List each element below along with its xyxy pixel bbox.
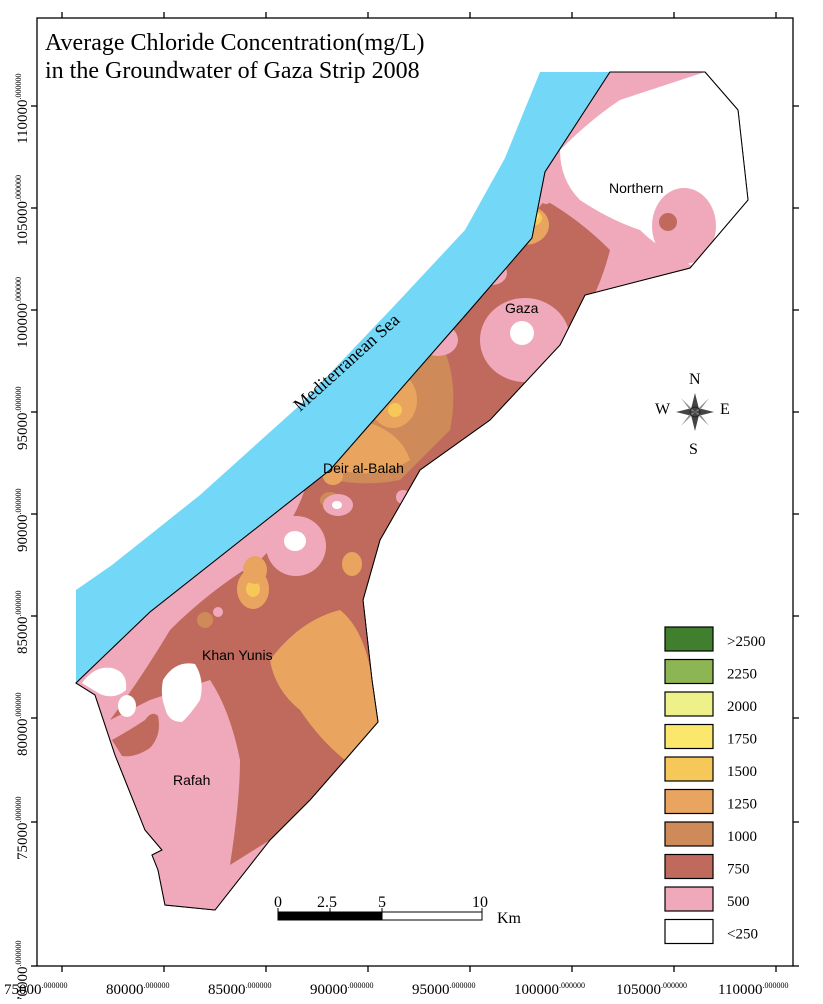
y-tick-label: 85000.000000 [14,591,31,655]
label-deir-al-balah: Deir al-Balah [323,460,404,476]
legend: >2500 2250 2000 1750 1500 1250 1000 750 500 <250 [664,626,765,945]
x-tick-label: 105000.000000 [616,981,687,998]
compass-w: W [655,401,671,418]
y-tick-label: 70000.000000 [14,941,31,1000]
x-tick-label: 80000.000000 [106,981,170,998]
zone-under-250-rafah-c [161,663,202,722]
label-rafah: Rafah [173,772,210,788]
legend-label: 750 [727,862,750,878]
y-tick-label: 80000.000000 [14,693,31,757]
scale-unit: Km [497,910,522,927]
y-axis-ticks: 70000.000000 75000.000000 80000.000000 8500… [14,74,799,1004]
legend-label: 1250 [727,797,757,813]
zone-under-250-island-b [332,501,342,509]
legend-swatch [664,886,714,912]
legend-swatch [664,918,714,945]
zone-750-rafah [112,713,159,757]
legend-label: 500 [727,894,750,910]
zone-500-island-g [213,607,223,617]
legend-label: 2000 [727,699,757,715]
y-tick-label: 100000.000000 [14,277,31,348]
legend-label: 1500 [727,764,757,780]
x-axis-ticks: 75000.000000 80000.000000 85000.000000 9000… [4,12,788,998]
label-khan-yunis: Khan Yunis [202,647,273,663]
zone-500-northern-blob [652,188,716,264]
zone-under-250-rafah-a [82,667,127,697]
legend-swatch [664,756,714,782]
label-gaza: Gaza [505,300,539,316]
y-tick-label: 95000.000000 [14,387,31,451]
legend-swatch [664,626,714,652]
compass-s: S [689,441,698,458]
compass-rose-icon [676,393,714,431]
zone-under-250-gaza [510,321,534,345]
map-title-line2: in the Groundwater of Gaza Strip 2008 [45,58,420,84]
scale-label-0: 0 [274,894,282,911]
mediterranean-sea [76,72,610,683]
x-tick-label: 95000.000000 [412,981,476,998]
scale-bar [277,908,483,921]
gaza-strip-border [75,71,749,911]
map-title-line1: Average Chloride Concentration(mg/L) [45,30,424,56]
x-tick-label: 110000.000000 [718,981,788,998]
x-tick-label: 90000.000000 [310,981,374,998]
label-northern: Northern [609,180,663,196]
zone-1250-blob-e [342,552,362,576]
x-tick-label: 75000.000000 [4,981,68,998]
scale-label-5: 5 [378,894,386,911]
zone-1500-spot-a [388,403,402,417]
legend-label: <250 [727,927,758,943]
legend-swatch [664,658,714,685]
scale-label-2-5: 2.5 [317,894,337,911]
y-tick-label: 75000.000000 [14,797,31,861]
legend-swatch [664,691,714,717]
x-tick-label: 100000.000000 [514,981,585,998]
zone-750-northern-spot [659,213,677,231]
zone-1500-spot-b [246,581,260,597]
zone-1250-blob-d [243,556,267,584]
y-tick-label: 105000.000000 [14,175,31,246]
x-tick-label: 85000.000000 [208,981,272,998]
compass-n: N [689,371,701,388]
legend-label: 1750 [727,732,757,748]
compass-e: E [720,401,730,418]
zone-1250-south [270,610,378,760]
scale-label-10: 10 [472,894,488,911]
zone-under-250-rafah-b [118,695,136,717]
legend-swatch [664,788,714,815]
zone-1000-blob-b [197,612,213,628]
zone-under-250-island-a [284,531,306,551]
y-tick-label: 90000.000000 [14,489,31,553]
zone-750-main [110,200,610,865]
legend-label: >2500 [727,634,765,650]
y-tick-label: 110000.000000 [14,74,31,144]
legend-label: 2250 [727,667,757,683]
legend-label: 1000 [727,829,757,845]
legend-swatch [664,723,714,750]
legend-swatch [664,821,714,847]
legend-swatch [664,853,714,880]
